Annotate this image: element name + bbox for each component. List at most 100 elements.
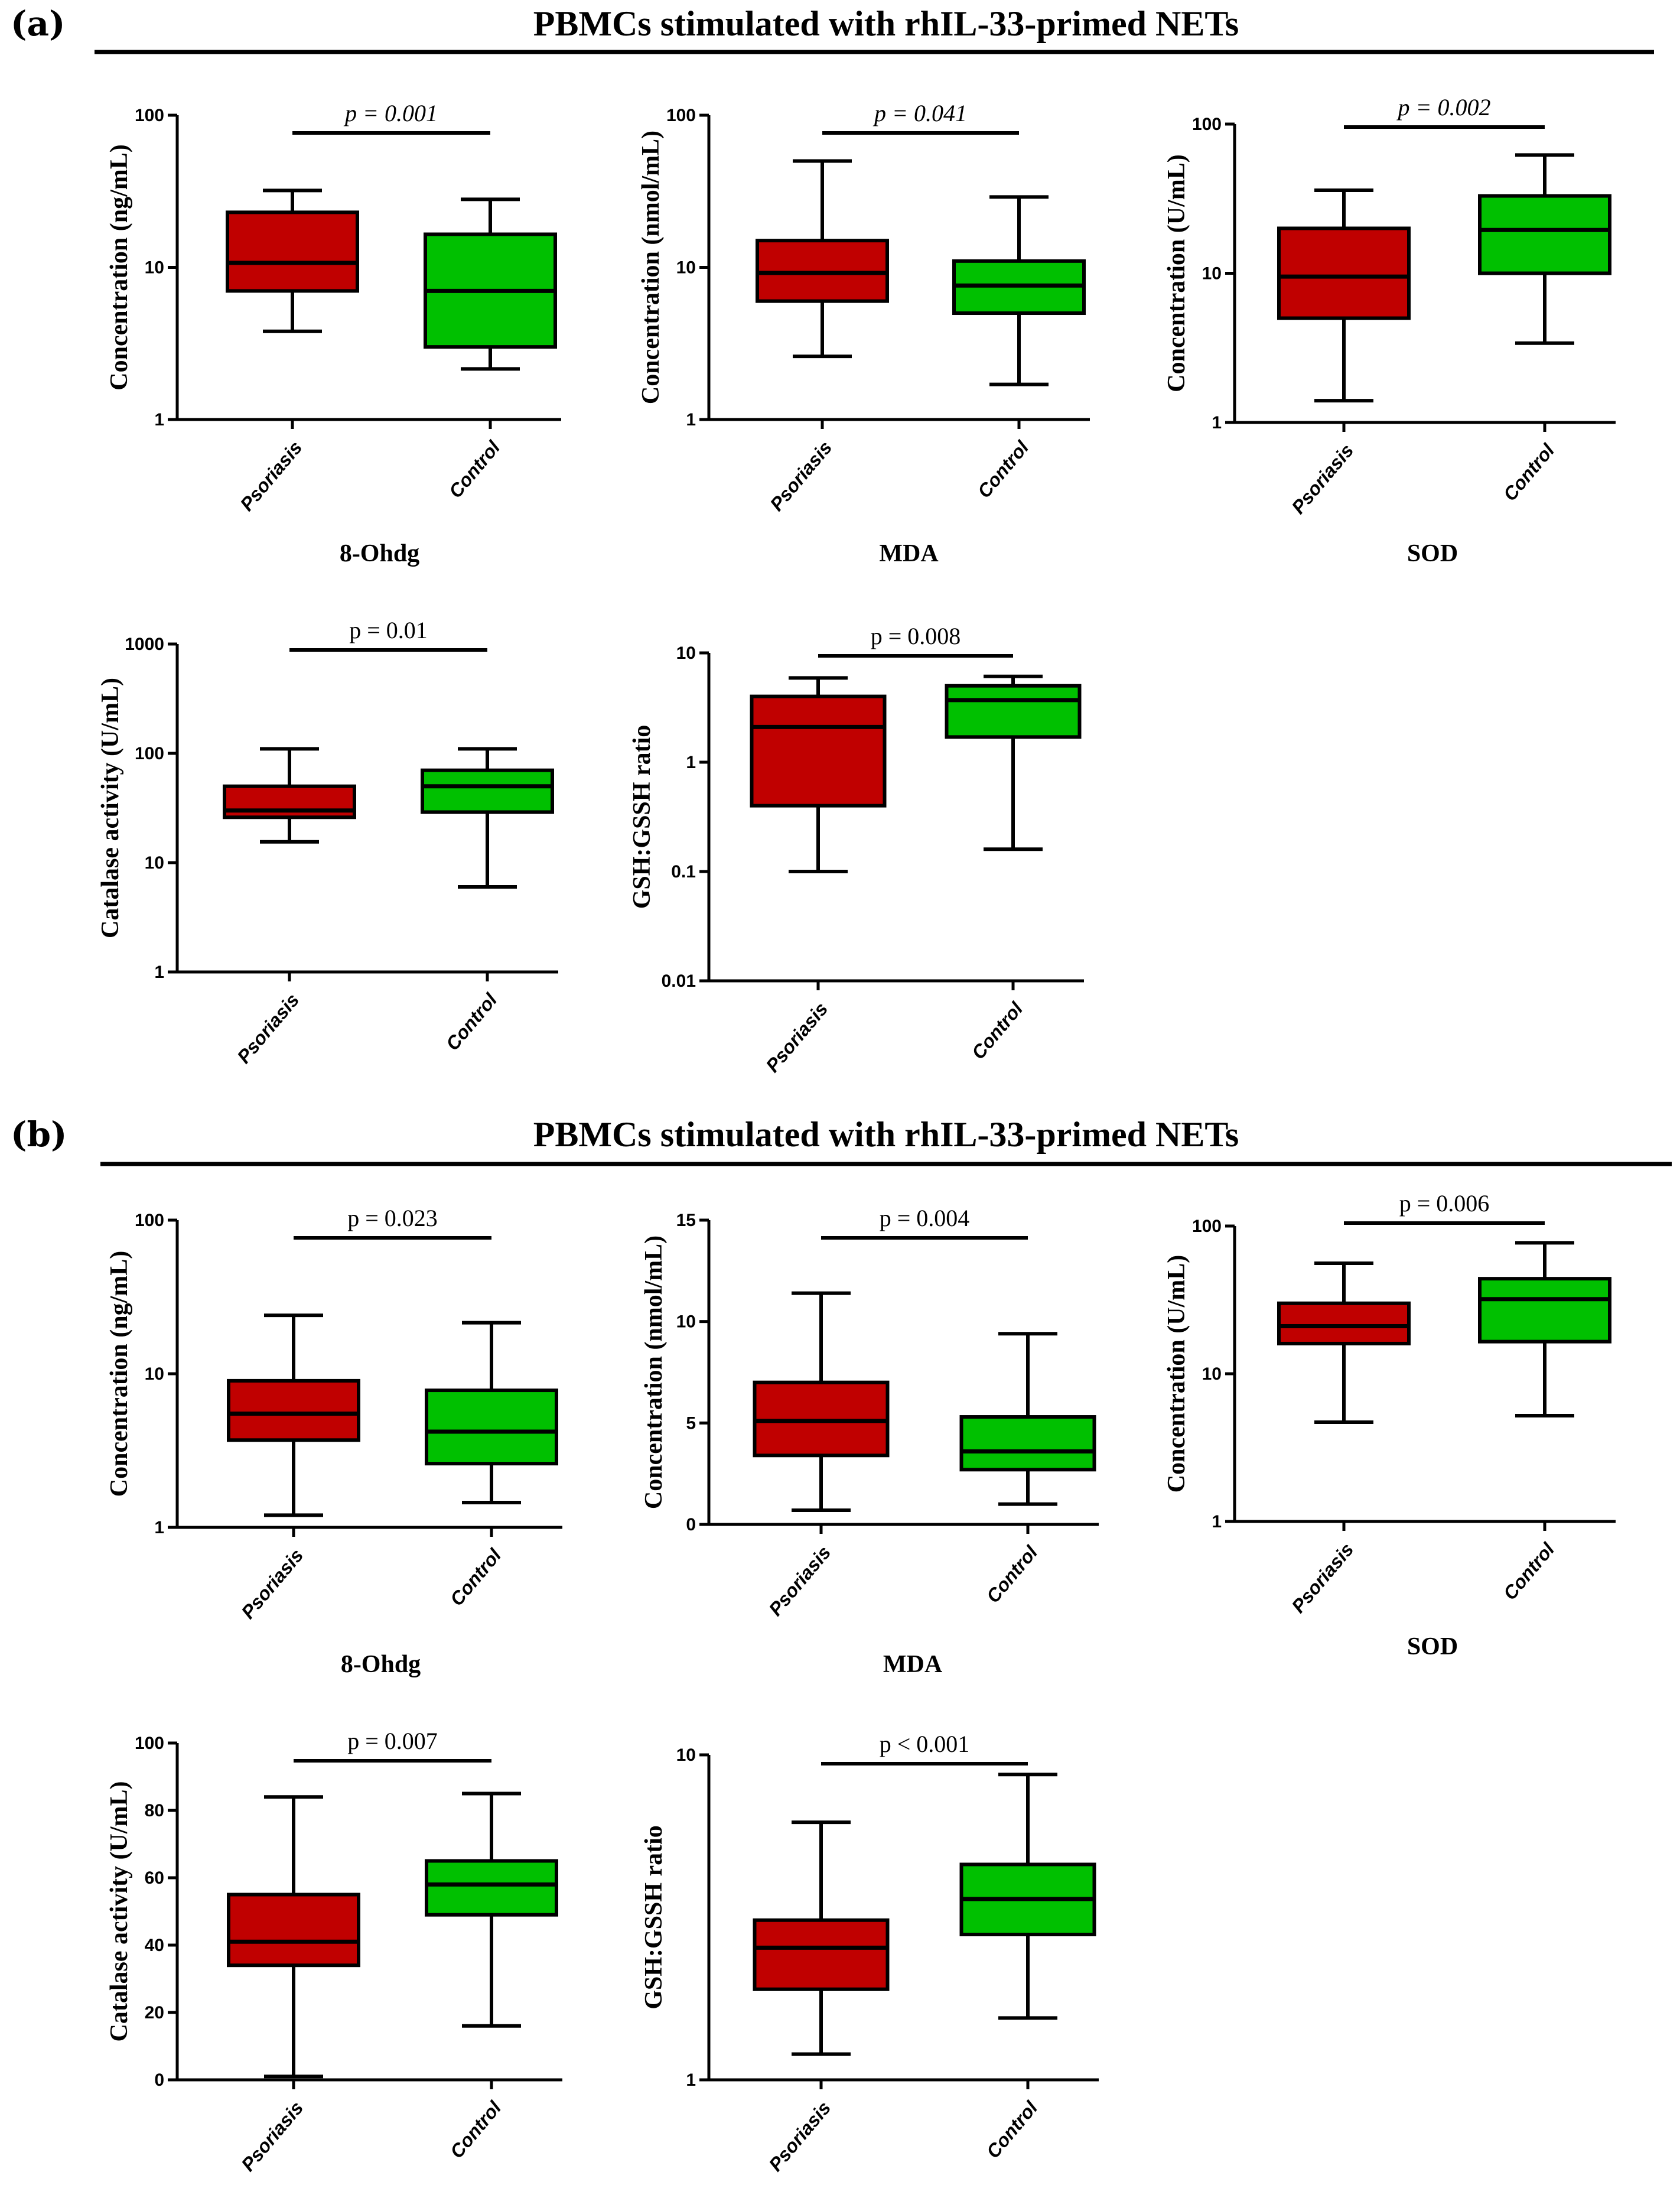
p-value-label: p = 0.001 [343, 100, 438, 126]
y-tick-label: 100 [135, 106, 164, 125]
category-label-control: Control [446, 1545, 506, 1610]
category-label-control: Control [982, 2097, 1042, 2163]
category-label-psoriasis: Psoriasis [233, 989, 303, 1067]
boxplot-panel-3: 1 10 100 Concentration (U/mL) Psoriasis Contr… [1163, 94, 1616, 567]
y-tick-label: 1 [686, 410, 696, 430]
psoriasis-box [750, 694, 887, 808]
psoriasis-box [753, 1918, 890, 1991]
y-axis-label: Catalase activity (U/mL) [106, 1781, 133, 2042]
psoriasis-box [1277, 226, 1411, 320]
section-a-header: (a) PBMCs stimulated with rhIL-33-primed… [11, 4, 1654, 54]
x-axis-label: SOD [1407, 540, 1458, 567]
control-box [959, 1415, 1096, 1472]
y-tick-label: 40 [145, 1936, 164, 1955]
y-tick-label: 100 [135, 1734, 164, 1753]
category-label-control: Control [1499, 440, 1559, 505]
control-box [425, 1859, 558, 1917]
x-axis-label: 8-Ohdg [341, 1651, 421, 1678]
y-tick-label: 10 [676, 643, 696, 663]
y-axis-label: Concentration (U/mL) [1163, 154, 1190, 392]
y-tick-label: 10 [676, 258, 696, 278]
p-value-label: p = 0.007 [347, 1728, 438, 1754]
y-tick-label: 1 [686, 753, 696, 772]
x-axis-label: SOD [1407, 1633, 1458, 1660]
boxplot-panel-10: 1 10 GSH:GSSH ratio Psoriasis Control p < 0.0… [640, 1731, 1099, 2176]
boxplot-panel-9: 0 20 40 60 80 100 Catalase activity (U/mL) Psor… [106, 1728, 562, 2176]
p-value-label: p = 0.004 [880, 1205, 970, 1231]
category-label-psoriasis: Psoriasis [1287, 440, 1357, 518]
p-value-label: p = 0.006 [1399, 1190, 1490, 1217]
y-tick-label: 20 [145, 2003, 164, 2023]
category-label-control: Control [1499, 1539, 1559, 1604]
y-tick-label: 0 [154, 2070, 164, 2090]
panel-label-b: (b) [11, 1114, 67, 1155]
category-label-psoriasis: Psoriasis [236, 437, 306, 515]
y-tick-label: 60 [145, 1868, 164, 1888]
psoriasis-box [227, 1893, 360, 1968]
category-label-psoriasis: Psoriasis [766, 437, 836, 515]
category-label-control: Control [982, 1542, 1042, 1607]
section-b-header: (b) PBMCs stimulated with rhIL-33-primed… [11, 1114, 1672, 1166]
y-axis-label: Concentration (nmol/mL) [640, 1235, 668, 1509]
category-label-psoriasis: Psoriasis [1287, 1539, 1357, 1617]
y-tick-label: 1 [1212, 1512, 1222, 1532]
category-label-control: Control [446, 2097, 506, 2163]
y-tick-label: 100 [1192, 115, 1222, 134]
category-label-control: Control [442, 989, 502, 1055]
y-axis-label: Concentration (nmol/mL) [637, 131, 665, 404]
boxplot-panel-6: 1 10 100 Concentration (ng/mL) Psoriasis Cont… [106, 1205, 562, 1678]
y-tick-label: 15 [676, 1211, 696, 1230]
y-tick-label: 100 [1192, 1217, 1222, 1236]
y-axis-label: Concentration (ng/mL) [106, 144, 133, 390]
boxplot-panel-4: 1 10 100 1000 Catalase activity (U/mL) Psoria… [97, 617, 558, 1068]
y-axis-label: Concentration (ng/mL) [106, 1251, 133, 1497]
y-tick-label: 1000 [125, 635, 164, 654]
p-value-label: p = 0.008 [871, 623, 961, 649]
y-tick-label: 100 [135, 1211, 164, 1230]
y-tick-label: 1 [1212, 413, 1222, 433]
control-box [945, 684, 1082, 739]
category-label-psoriasis: Psoriasis [237, 1545, 307, 1623]
control-box [1478, 1277, 1611, 1344]
p-value-label: p = 0.002 [1396, 94, 1491, 121]
psoriasis-box [227, 1378, 360, 1442]
y-tick-label: 10 [145, 853, 164, 873]
y-tick-label: 5 [686, 1413, 696, 1433]
section-title-b: PBMCs stimulated with rhIL-33-primed NET… [533, 1115, 1239, 1154]
y-tick-label: 10 [1202, 1364, 1222, 1384]
y-tick-label: 100 [666, 106, 696, 125]
y-tick-label: 0.01 [662, 971, 696, 991]
p-value-label: p = 0.041 [872, 100, 967, 126]
y-tick-label: 10 [1202, 264, 1222, 284]
psoriasis-box [1277, 1301, 1411, 1345]
psoriasis-box [226, 210, 359, 293]
p-value-label: p = 0.01 [349, 617, 428, 643]
psoriasis-box [223, 784, 356, 820]
control-box [1478, 194, 1611, 275]
y-tick-label: 1 [154, 410, 164, 430]
x-axis-label: MDA [883, 1651, 943, 1678]
category-label-control: Control [445, 437, 504, 502]
y-axis-label: GSH:GSSH ratio [629, 725, 656, 909]
y-tick-label: 0 [686, 1515, 696, 1534]
y-axis-label: GSH:GSSH ratio [640, 1825, 668, 2010]
y-tick-label: 1 [686, 2070, 696, 2090]
category-label-control: Control [968, 998, 1027, 1064]
y-tick-label: 10 [676, 1745, 696, 1765]
x-axis-label: MDA [879, 540, 939, 567]
category-label-psoriasis: Psoriasis [764, 2097, 835, 2175]
y-axis-label: Catalase activity (U/mL) [97, 678, 124, 938]
y-tick-label: 10 [145, 258, 164, 278]
p-value-label: p = 0.023 [347, 1205, 438, 1231]
y-tick-label: 1 [154, 1518, 164, 1537]
category-label-psoriasis: Psoriasis [761, 998, 832, 1076]
control-box [421, 768, 554, 814]
boxplot-panel-7: 0 5 10 15 Concentration (nmol/mL) Psoriasis Co… [640, 1205, 1099, 1678]
panel-label-a: (a) [11, 4, 65, 44]
y-axis-label: Concentration (U/mL) [1163, 1255, 1190, 1493]
p-value-label: p < 0.001 [880, 1731, 970, 1757]
y-tick-label: 1 [154, 963, 164, 982]
